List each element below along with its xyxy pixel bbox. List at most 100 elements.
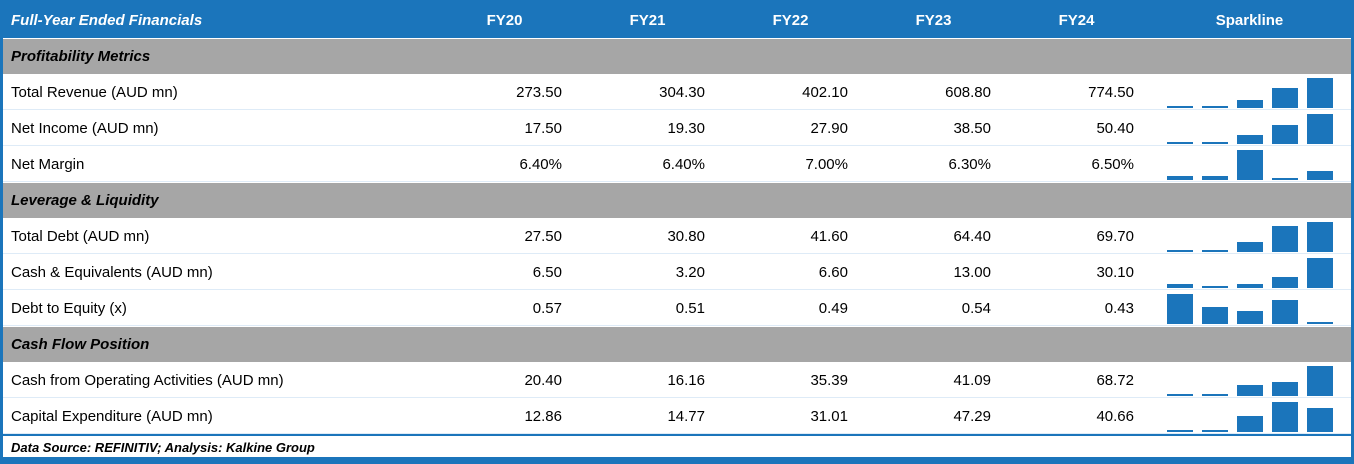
sparkline-bar	[1306, 408, 1333, 432]
sparkline-bar	[1306, 114, 1333, 144]
sparkline-bar	[1166, 250, 1193, 252]
sparkline-chart	[1148, 254, 1351, 290]
row-label: Total Revenue (AUD mn)	[11, 83, 178, 101]
sparkline-chart	[1148, 218, 1351, 254]
value-cell: 38.50	[953, 119, 991, 137]
sparkline-bar	[1201, 250, 1228, 252]
value-cell: 273.50	[516, 83, 562, 101]
sparkline-chart	[1148, 398, 1351, 434]
row-label: Net Margin	[11, 155, 85, 173]
value-cell: 30.80	[667, 227, 705, 245]
column-header-fy21: FY21	[629, 12, 666, 29]
value-cell: 47.29	[953, 407, 991, 425]
value-cell: 0.49	[818, 299, 848, 317]
sparkline-bar	[1236, 100, 1263, 108]
value-cell: 6.40%	[519, 155, 562, 173]
table-row: Total Revenue (AUD mn) 273.50 304.30 402.10…	[3, 74, 1351, 110]
value-cell: 14.77	[667, 407, 705, 425]
value-cell: 41.60	[810, 227, 848, 245]
sparkline-bar	[1236, 416, 1263, 432]
value-cell: 64.40	[953, 227, 991, 245]
sparkline-bar	[1201, 430, 1228, 432]
column-header-fy23: FY23	[915, 12, 952, 29]
value-cell: 6.50%	[1091, 155, 1134, 173]
footer-source-note: Data Source: REFINITIV; Analysis: Kalkin…	[3, 434, 1351, 457]
sparkline-chart	[1148, 74, 1351, 110]
section-header: Leverage & Liquidity	[3, 182, 1351, 218]
value-cell: 0.54	[961, 299, 991, 317]
row-label: Total Debt (AUD mn)	[11, 227, 150, 245]
sparkline-bar	[1271, 382, 1298, 396]
sparkline-chart	[1148, 146, 1351, 182]
table-row: Capital Expenditure (AUD mn) 12.86 14.77 31…	[3, 398, 1351, 434]
column-header-fy20: FY20	[486, 12, 523, 29]
value-cell: 6.50	[532, 263, 562, 281]
value-cell: 3.20	[675, 263, 705, 281]
sparkline-bar	[1236, 284, 1263, 288]
sparkline-bar	[1166, 106, 1193, 108]
sparkline-bar	[1166, 394, 1193, 396]
value-cell: 608.80	[945, 83, 991, 101]
table-row: Cash from Operating Activities (AUD mn) 2…	[3, 362, 1351, 398]
table-body: Profitability Metrics Total Revenue (AUD …	[3, 38, 1351, 434]
table-row: Cash & Equivalents (AUD mn) 6.50 3.20 6.60 1…	[3, 254, 1351, 290]
sparkline-bar	[1166, 284, 1193, 288]
sparkline-bar	[1271, 300, 1298, 324]
table-title: Full-Year Ended Financials	[11, 12, 203, 29]
value-cell: 50.40	[1096, 119, 1134, 137]
value-cell: 68.72	[1096, 371, 1134, 389]
value-cell: 0.57	[532, 299, 562, 317]
value-cell: 17.50	[524, 119, 562, 137]
sparkline-bar	[1271, 178, 1298, 180]
row-label: Capital Expenditure (AUD mn)	[11, 407, 213, 425]
sparkline-bar	[1236, 242, 1263, 252]
value-cell: 40.66	[1096, 407, 1134, 425]
value-cell: 12.86	[524, 407, 562, 425]
section-header: Profitability Metrics	[3, 38, 1351, 74]
sparkline-bar	[1271, 125, 1298, 144]
value-cell: 30.10	[1096, 263, 1134, 281]
column-header-fy24: FY24	[1058, 12, 1095, 29]
sparkline-chart	[1148, 110, 1351, 146]
sparkline-bar	[1201, 394, 1228, 396]
value-cell: 16.16	[667, 371, 705, 389]
column-header-sparkline: Sparkline	[1215, 12, 1284, 29]
value-cell: 27.50	[524, 227, 562, 245]
sparkline-bar	[1201, 176, 1228, 180]
row-label: Cash & Equivalents (AUD mn)	[11, 263, 213, 281]
value-cell: 35.39	[810, 371, 848, 389]
value-cell: 69.70	[1096, 227, 1134, 245]
sparkline-bar	[1166, 430, 1193, 432]
sparkline-bar	[1306, 322, 1333, 324]
sparkline-bar	[1201, 307, 1228, 324]
sparkline-bar	[1236, 385, 1263, 396]
sparkline-bar	[1271, 402, 1298, 432]
value-cell: 402.10	[802, 83, 848, 101]
sparkline-bar	[1166, 176, 1193, 180]
sparkline-bar	[1306, 222, 1333, 252]
sparkline-bar	[1306, 78, 1333, 108]
table-header-row: Full-Year Ended Financials FY20 FY21 FY2…	[3, 3, 1351, 38]
sparkline-bar	[1306, 171, 1333, 180]
value-cell: 13.00	[953, 263, 991, 281]
sparkline-bar	[1271, 226, 1298, 252]
sparkline-bar	[1236, 311, 1263, 324]
value-cell: 0.43	[1104, 299, 1134, 317]
value-cell: 6.40%	[662, 155, 705, 173]
row-label: Net Income (AUD mn)	[11, 119, 159, 137]
value-cell: 31.01	[810, 407, 848, 425]
value-cell: 20.40	[524, 371, 562, 389]
sparkline-bar	[1271, 88, 1298, 108]
value-cell: 19.30	[667, 119, 705, 137]
value-cell: 304.30	[659, 83, 705, 101]
value-cell: 0.51	[675, 299, 705, 317]
sparkline-bar	[1306, 258, 1333, 288]
sparkline-bar	[1201, 106, 1228, 108]
sparkline-bar	[1201, 142, 1228, 144]
table-row: Total Debt (AUD mn) 27.50 30.80 41.60 64.40 6…	[3, 218, 1351, 254]
row-label: Debt to Equity (x)	[11, 299, 127, 317]
sparkline-bar	[1201, 286, 1228, 288]
value-cell: 41.09	[953, 371, 991, 389]
section-header: Cash Flow Position	[3, 326, 1351, 362]
